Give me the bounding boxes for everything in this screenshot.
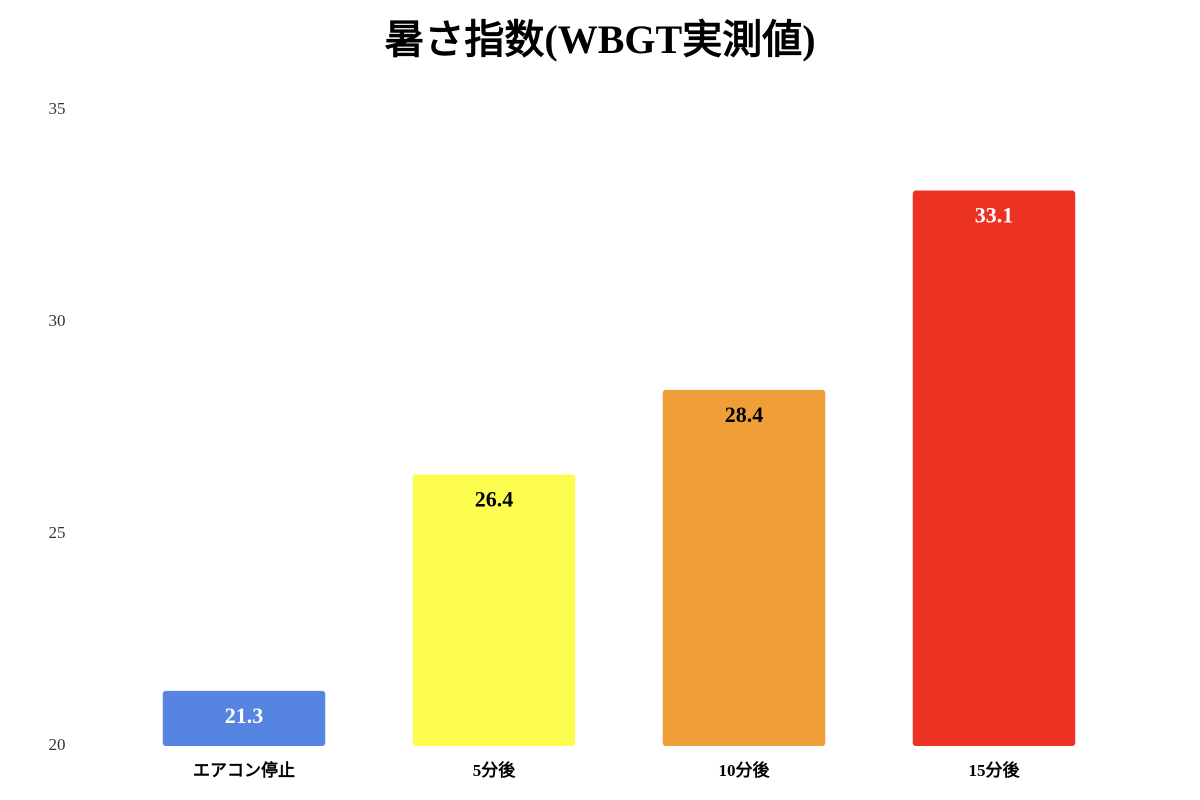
bar: [912, 190, 1076, 746]
x-tick-label: 10分後: [719, 760, 771, 780]
y-tick-label: 35: [49, 99, 66, 118]
x-tick-label: エアコン停止: [193, 760, 295, 780]
x-tick-label: 5分後: [473, 760, 516, 780]
bar: [662, 389, 826, 746]
chart-title: 暑さ指数(WBGT実測値): [384, 17, 815, 62]
value-label: 26.4: [475, 487, 514, 512]
value-label: 28.4: [725, 402, 764, 427]
x-tick-label: 15分後: [969, 760, 1021, 780]
y-tick-label: 25: [49, 523, 66, 542]
bar: [162, 690, 326, 746]
value-label: 33.1: [975, 203, 1014, 228]
bar: [412, 474, 576, 746]
y-tick-label: 20: [49, 735, 66, 754]
y-tick-label: 30: [49, 311, 66, 330]
value-label: 21.3: [225, 703, 264, 728]
